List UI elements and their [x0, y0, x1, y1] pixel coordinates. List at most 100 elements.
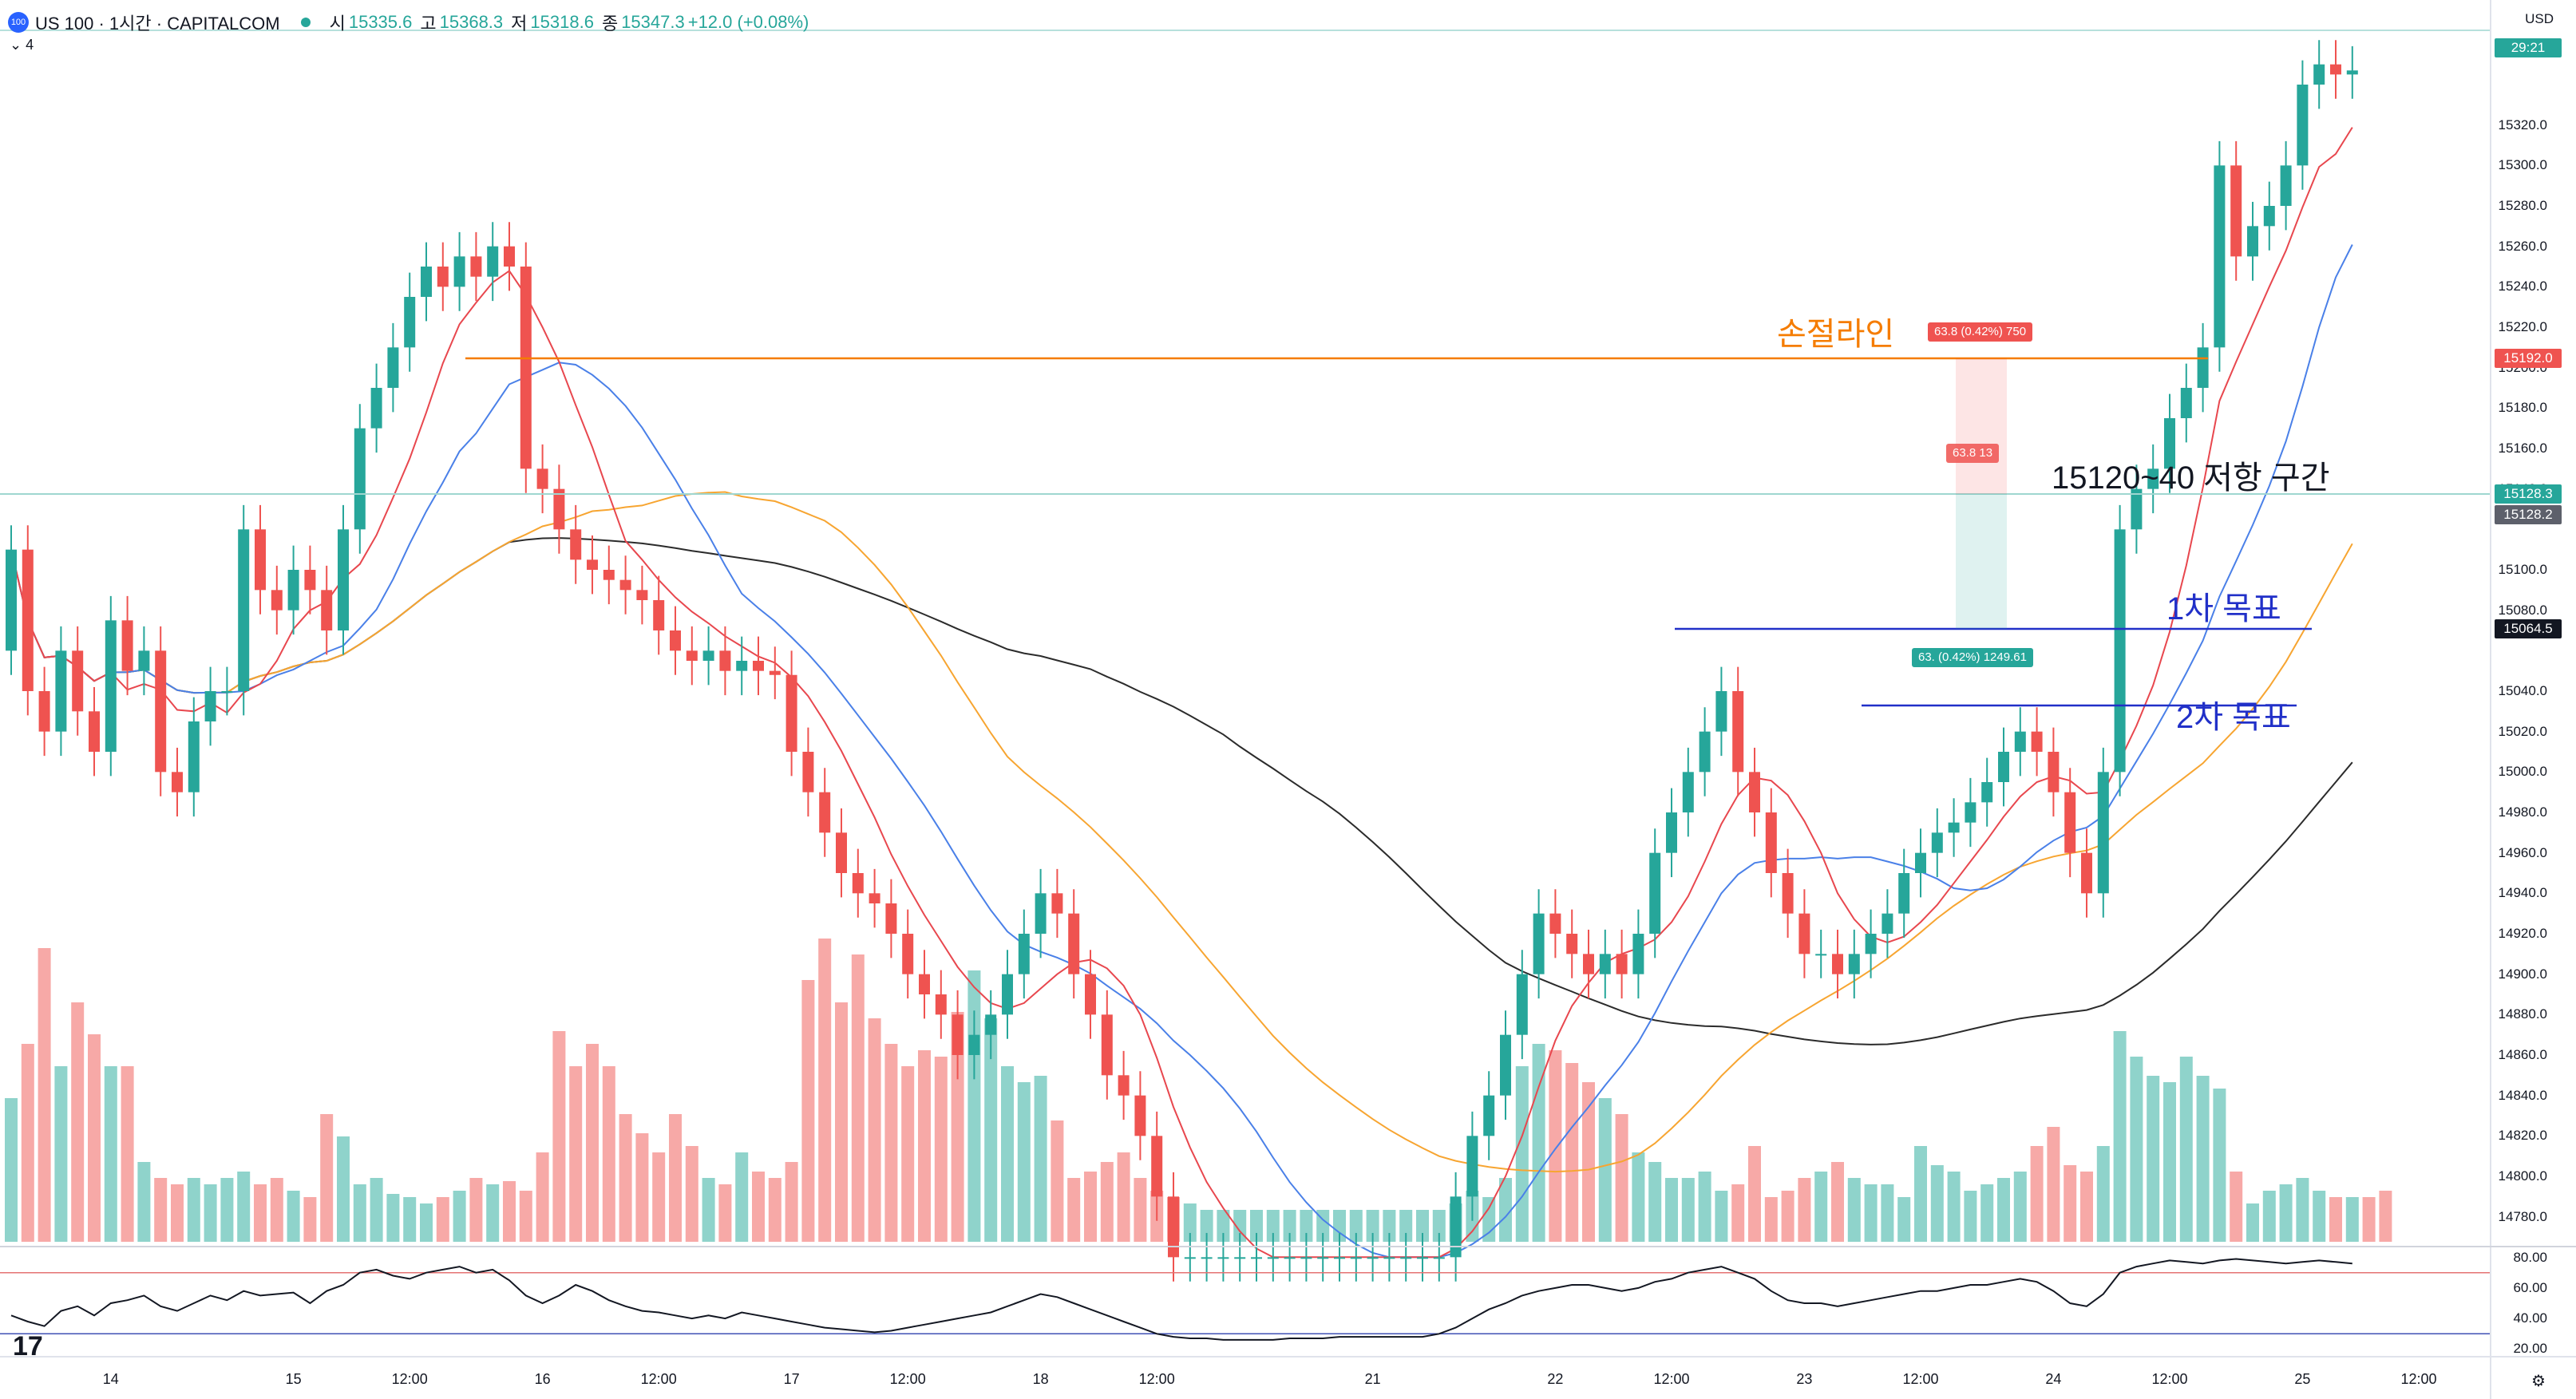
- position-entry-pill[interactable]: 63.8 13: [1946, 444, 2000, 463]
- chevron-down-icon: ⌄: [10, 37, 22, 53]
- candle-body: [869, 893, 880, 903]
- volume-bar: [303, 1197, 317, 1242]
- candle-body: [55, 650, 67, 732]
- volume-bar: [1266, 1210, 1280, 1242]
- volume-bar: [718, 1184, 732, 1242]
- volume-bar: [254, 1184, 267, 1242]
- candle-body: [370, 388, 382, 429]
- price-tick-label: 14780.0: [2498, 1208, 2547, 1224]
- time-tick-label: 16: [534, 1371, 551, 1387]
- open-label: 시: [329, 14, 346, 34]
- time-tick-label: 12:00: [1902, 1371, 1939, 1387]
- candle-body: [736, 661, 748, 671]
- candle-body: [2048, 752, 2060, 792]
- volume-bar: [835, 1002, 848, 1242]
- volume-bar: [320, 1114, 334, 1242]
- tradingview-logo[interactable]: 17: [13, 1331, 43, 1361]
- volume-bar: [1515, 1066, 1529, 1242]
- price-tick-label: 15020.0: [2498, 723, 2547, 739]
- candle-body: [1965, 802, 1977, 823]
- volume-bar: [2096, 1146, 2110, 1242]
- candle-body: [1383, 1257, 1395, 1259]
- price-tick-label: 15040.0: [2498, 683, 2547, 698]
- ma-orange-line: [10, 491, 2353, 1173]
- volume-bar: [901, 1066, 915, 1242]
- candle-body: [1018, 934, 1030, 974]
- candle-body: [2280, 165, 2292, 206]
- volume-bar: [669, 1114, 682, 1242]
- candle-body: [587, 559, 598, 570]
- target1-label[interactable]: 1차 목표: [2166, 591, 2281, 626]
- position-stop-pill[interactable]: 63.8 (0.42%) 750: [1928, 322, 2033, 342]
- candle-body: [2064, 792, 2076, 853]
- candlesticks[interactable]: [6, 40, 2358, 1282]
- candle-body: [1815, 954, 1827, 956]
- candle-body: [2097, 772, 2109, 894]
- target2-label[interactable]: 2차 목표: [2176, 700, 2291, 735]
- candle-body: [338, 529, 349, 630]
- volume-bar: [137, 1162, 151, 1242]
- candle-body: [1450, 1196, 1462, 1258]
- candle-body: [1234, 1257, 1246, 1259]
- volume-bar: [1183, 1203, 1197, 1242]
- time-tick-label: 12:00: [2151, 1371, 2188, 1387]
- volume-bar: [1001, 1066, 1014, 1242]
- volume-bar: [503, 1181, 516, 1242]
- price-tick-label: 15180.0: [2498, 400, 2547, 416]
- symbol-logo-icon[interactable]: 100: [8, 12, 29, 33]
- volume-bar: [1416, 1210, 1429, 1242]
- volume-bar: [1217, 1210, 1230, 1242]
- volume-bar: [602, 1066, 615, 1242]
- volume-bar: [1366, 1210, 1379, 1242]
- time-tick-label: 12:00: [1138, 1371, 1175, 1387]
- symbol-title[interactable]: US 100 · 1시간 · CAPITALCOM: [35, 14, 280, 34]
- position-reward-zone: [1956, 494, 2007, 629]
- candle-body: [172, 772, 183, 792]
- low-label: 저: [511, 14, 528, 34]
- time-tick-label: 23: [1796, 1371, 1813, 1387]
- position-target-pill[interactable]: 63. (0.42%) 1249.61: [1912, 648, 2033, 667]
- volume-bar: [2147, 1076, 2160, 1242]
- candle-body: [72, 650, 84, 712]
- candle-body: [619, 579, 631, 591]
- price-tick-label: 14940.0: [2498, 885, 2547, 901]
- candle-body: [2081, 852, 2092, 894]
- candle-body: [155, 650, 167, 773]
- position-risk-zone: [1956, 358, 2007, 494]
- volume-bar: [1499, 1178, 1512, 1242]
- candle-body: [1500, 1034, 1511, 1096]
- volume-bar: [818, 939, 832, 1242]
- candle-body: [553, 488, 565, 530]
- volume-bar: [1598, 1098, 1612, 1242]
- candle-body: [1516, 974, 1528, 1035]
- volume-bar: [1798, 1178, 1811, 1242]
- candle-body: [1749, 772, 1760, 812]
- volume-bar: [1100, 1162, 1114, 1242]
- time-tick-label: 14: [102, 1371, 119, 1387]
- candle-body: [255, 529, 266, 591]
- settings-gear-icon[interactable]: ⚙: [2531, 1373, 2546, 1390]
- candle-body: [1632, 934, 1644, 974]
- currency-label[interactable]: USD: [2525, 11, 2554, 26]
- candle-body: [238, 529, 250, 691]
- price-tick-label: 15280.0: [2498, 198, 2547, 213]
- volume-bar: [1300, 1210, 1313, 1242]
- stop-loss-label[interactable]: 손절라인: [1777, 317, 1895, 352]
- resistance-zone-label[interactable]: 15120~40 저항 구간: [2052, 460, 2330, 496]
- rsi-pane: [0, 1258, 2491, 1341]
- candle-body: [520, 267, 532, 469]
- time-tick-label: 12:00: [889, 1371, 926, 1387]
- volume-bar: [552, 1031, 566, 1242]
- candle-body: [188, 721, 200, 792]
- volume-bar: [204, 1184, 217, 1242]
- indicator-toggle[interactable]: ⌄ 4: [10, 37, 34, 53]
- candle-body: [570, 529, 582, 560]
- time-tick-label: 18: [1032, 1371, 1049, 1387]
- volume-bar: [801, 980, 815, 1242]
- candle-body: [1533, 913, 1545, 974]
- volume-bar: [2246, 1203, 2259, 1242]
- volume-bar: [2345, 1197, 2359, 1242]
- rsi-tick-label: 80.00: [2513, 1249, 2547, 1265]
- volume-bar: [1565, 1063, 1579, 1242]
